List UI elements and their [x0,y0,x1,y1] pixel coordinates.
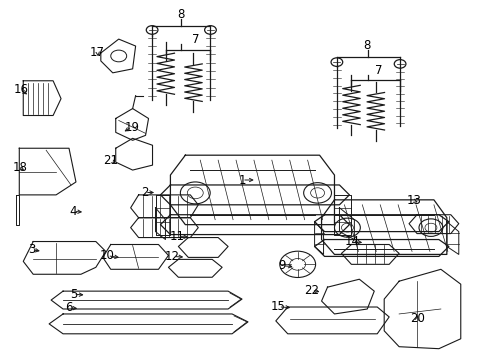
Text: 11: 11 [169,230,184,243]
Text: 21: 21 [103,154,118,167]
Text: 7: 7 [374,64,382,77]
Text: 16: 16 [13,84,28,96]
Text: 14: 14 [344,235,359,248]
Text: 8: 8 [177,9,184,22]
Text: 4: 4 [69,205,77,218]
Text: 15: 15 [270,300,285,313]
Text: 7: 7 [192,33,199,46]
Text: 6: 6 [64,301,72,314]
Text: 3: 3 [28,243,35,256]
Text: 13: 13 [406,194,420,207]
Text: 22: 22 [304,284,319,297]
Text: 10: 10 [100,249,115,262]
Text: 5: 5 [69,288,77,301]
Text: 19: 19 [124,121,139,134]
Text: 9: 9 [278,259,285,272]
Text: 12: 12 [165,250,180,263]
Text: 8: 8 [363,39,370,52]
Text: 17: 17 [90,46,105,59]
Text: 20: 20 [409,312,424,325]
Text: 1: 1 [238,174,245,186]
Text: 18: 18 [12,161,27,174]
Text: 2: 2 [141,186,148,199]
